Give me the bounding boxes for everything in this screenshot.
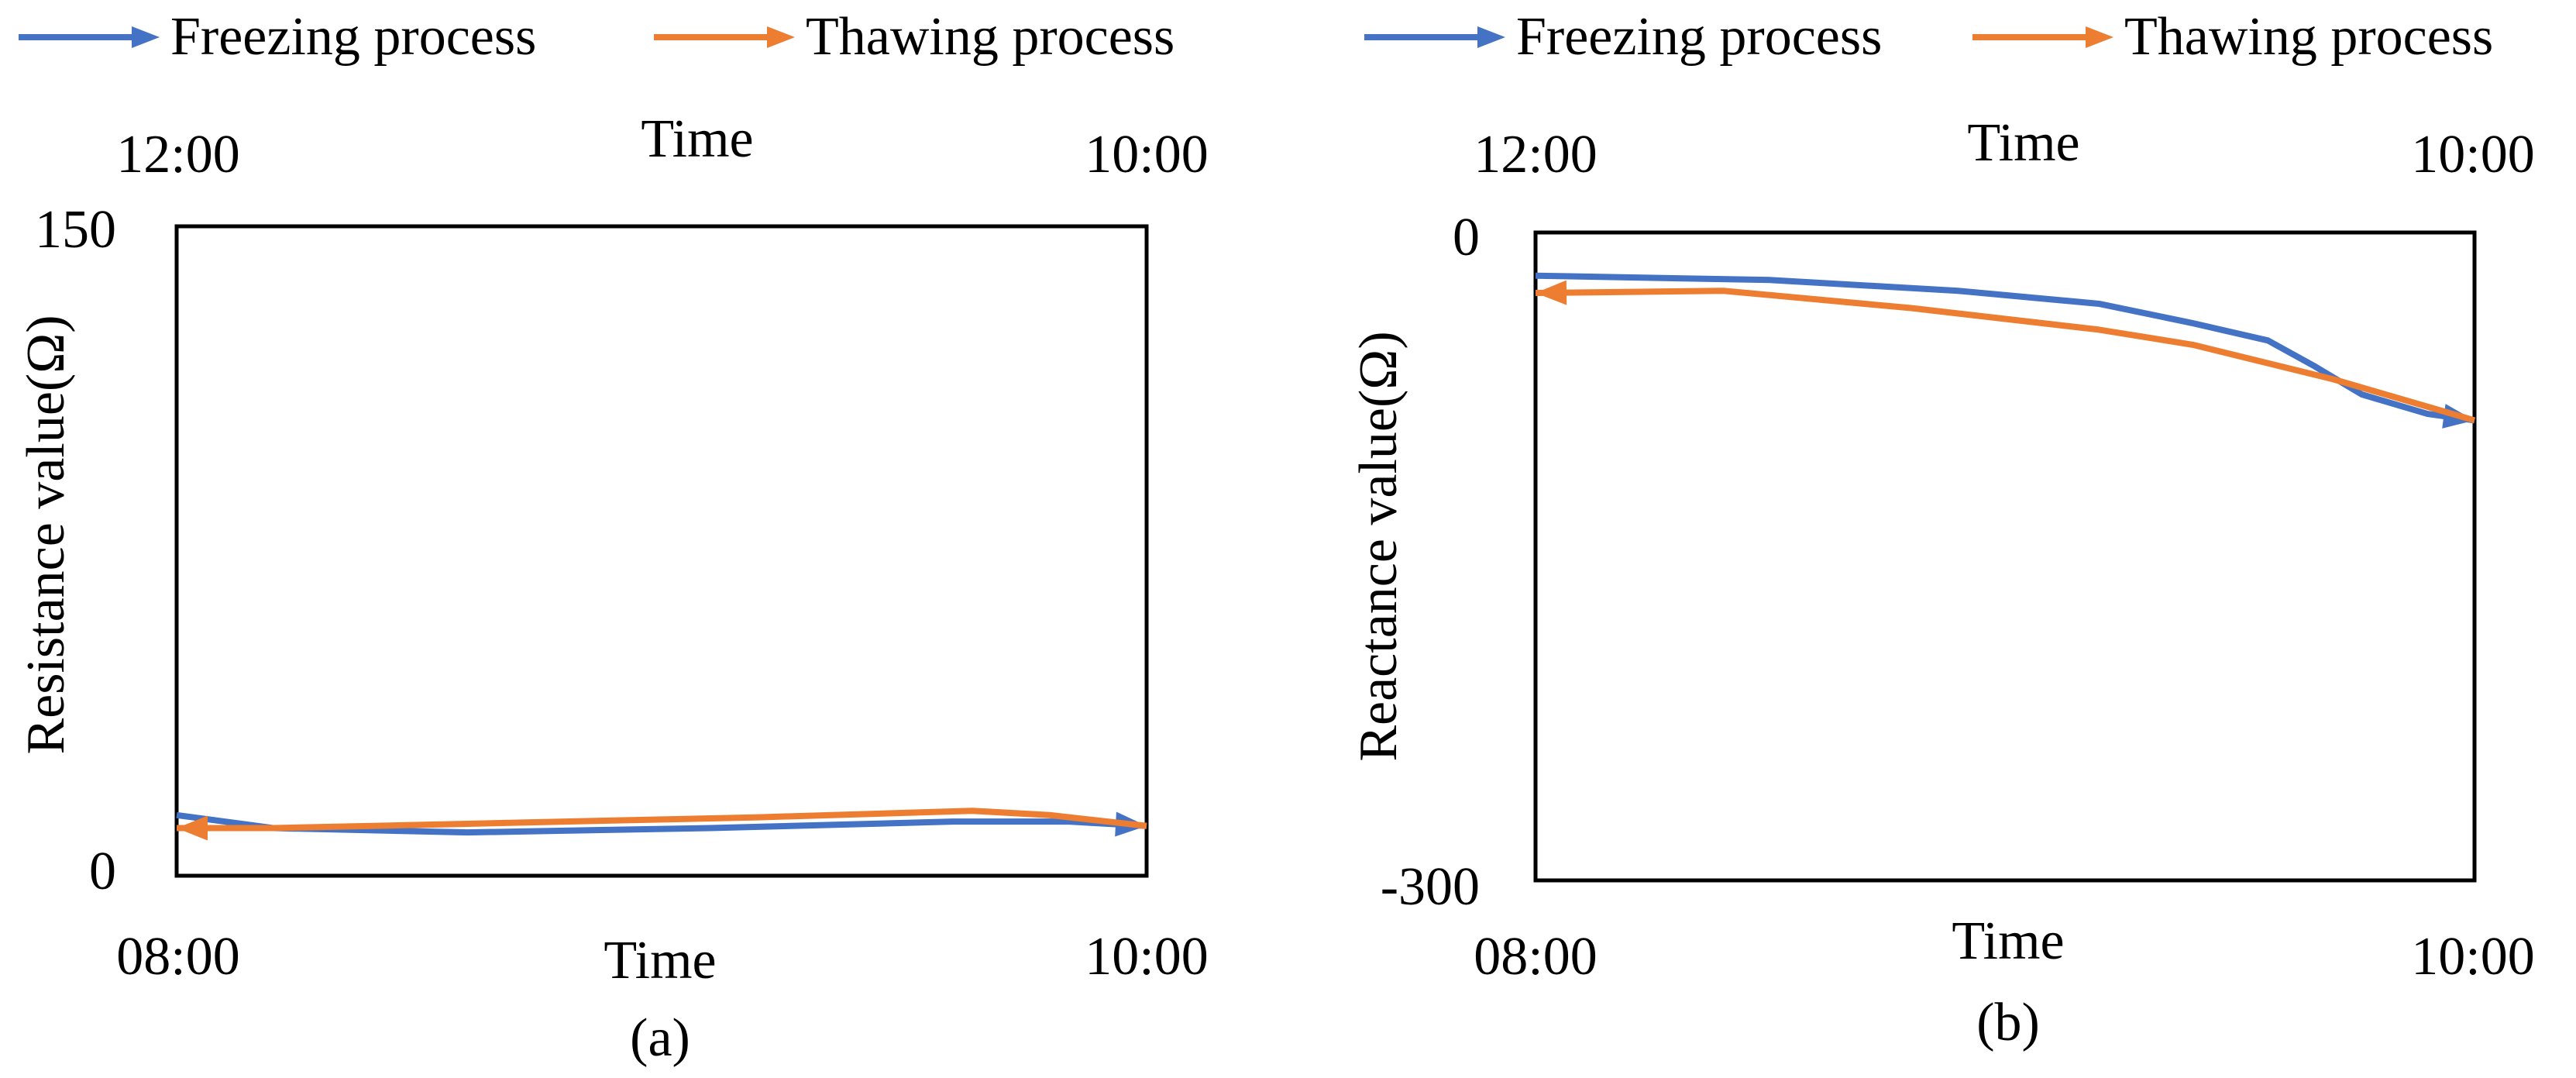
x-top-axis-label: Time: [1967, 113, 2080, 173]
panel-caption: (a): [630, 1008, 690, 1068]
x-bottom-axis-label: Time: [1952, 911, 2065, 971]
y-tick-max: 0: [1453, 208, 1480, 267]
plot-frame: [1533, 230, 2477, 883]
series-arrowhead-thawing: [1536, 280, 1567, 305]
legend-freezing-label: Freezing process: [170, 7, 537, 67]
series-line-thawing: [1535, 288, 2476, 424]
x-top-tick-right: 10:00: [2411, 125, 2535, 184]
legend-thawing-label: Thawing process: [2124, 7, 2494, 67]
legend-thawing-swatch: [654, 26, 795, 48]
chart-panel-a: Freezing process Thawing process 12:00 1…: [15, 6, 1209, 1068]
x-top-axis-label: Time: [641, 109, 754, 169]
series-line-thawing: [177, 808, 1147, 832]
chart-panel-b: Freezing process Thawing process 12:00 1…: [1288, 0, 2576, 1078]
x-bottom-tick-right: 10:00: [2411, 927, 2535, 987]
x-bottom-tick-right: 10:00: [1085, 927, 1209, 987]
legend-thawing-swatch: [1972, 26, 2113, 48]
plot-frame: [174, 224, 1149, 878]
legend-freezing-label: Freezing process: [1516, 7, 1883, 67]
series-arrowhead-thawing: [177, 815, 208, 841]
plot-area: [1533, 230, 2477, 883]
legend-thawing-label: Thawing process: [806, 7, 1175, 67]
legend-freezing: Freezing process: [15, 6, 536, 68]
y-tick-max: 150: [35, 200, 116, 260]
legend-freezing: Freezing process: [1361, 6, 1882, 68]
x-top-tick-right: 10:00: [1085, 125, 1209, 184]
x-top-tick-left: 12:00: [1474, 125, 1598, 184]
y-tick-min: 0: [89, 842, 116, 901]
legend-thawing: Thawing process: [1969, 6, 2493, 68]
legend-freezing-swatch: [19, 26, 160, 48]
series-line-freezing: [1535, 272, 2475, 424]
x-bottom-tick-left: 08:00: [116, 927, 240, 987]
panel-caption: (b): [1976, 993, 2040, 1052]
x-top-tick-left: 12:00: [116, 125, 240, 184]
legend-thawing: Thawing process: [651, 6, 1175, 68]
x-bottom-axis-label: Time: [604, 931, 717, 990]
legend-freezing-swatch: [1364, 26, 1505, 48]
y-tick-min: -300: [1380, 857, 1480, 917]
plot-area: [174, 224, 1149, 878]
x-bottom-tick-left: 08:00: [1474, 927, 1598, 987]
